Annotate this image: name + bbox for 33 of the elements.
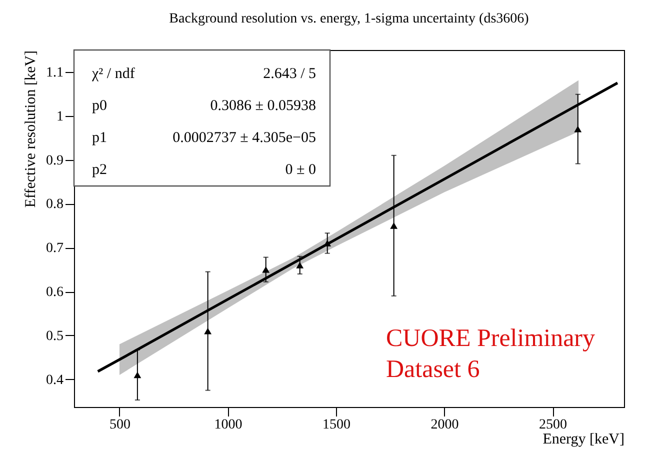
point <box>296 262 304 268</box>
point <box>134 372 142 378</box>
annotation: 0.3086 ± 0.05938 <box>210 98 316 114</box>
y-tick-label: 0.7 <box>46 241 64 256</box>
annotation: χ² / ndf <box>91 66 135 82</box>
point <box>262 266 270 273</box>
point <box>390 222 398 229</box>
annotation: p2 <box>92 162 107 178</box>
chart-title: Background resolution vs. energy, 1-sigma uncertainty (ds3606) <box>169 11 530 26</box>
x-tick-label: 500 <box>109 418 130 432</box>
point <box>324 240 332 246</box>
x-tick-label: 2500 <box>539 418 568 432</box>
annotation: Dataset 6 <box>386 356 480 383</box>
annotation: p0 <box>92 98 107 114</box>
point <box>204 328 212 334</box>
y-tick-label: 0.4 <box>46 372 64 388</box>
x-tick-label: 1500 <box>322 418 351 432</box>
point <box>574 126 582 132</box>
annotation: 2.643 / 5 <box>263 66 316 82</box>
y-tick-label: 1 <box>56 109 64 124</box>
y-axis-title: Effective resolution [keV] <box>23 50 39 208</box>
y-tick-label: 0.8 <box>46 197 64 212</box>
x-axis-title: Energy [keV] <box>542 432 624 448</box>
annotation: 0 ± 0 <box>285 162 316 178</box>
annotation: p1 <box>92 130 107 146</box>
y-tick-label: 0.6 <box>46 285 64 300</box>
annotation: 0.0002737 ± 4.305e−05 <box>172 130 316 146</box>
y-tick-label: 1.1 <box>46 65 64 80</box>
y-tick-label: 0.9 <box>46 153 64 168</box>
y-tick-label: 0.5 <box>46 328 64 344</box>
x-tick-label: 1000 <box>214 418 242 432</box>
annotation: CUORE Preliminary <box>386 325 596 352</box>
x-tick-label: 2000 <box>430 418 459 432</box>
